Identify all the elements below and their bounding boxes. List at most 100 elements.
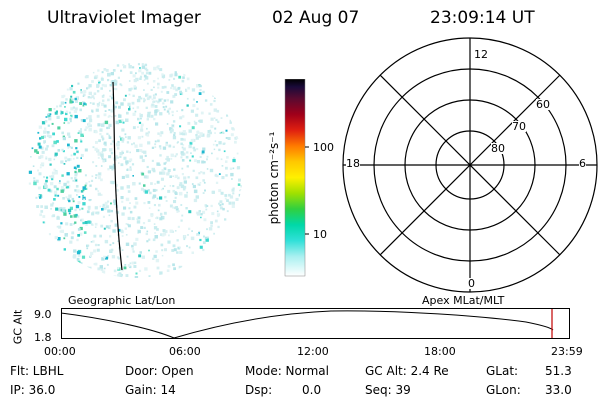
speckle [110, 109, 114, 113]
speckle [80, 89, 82, 91]
speckle [68, 212, 71, 215]
speckle [128, 108, 131, 111]
speckle [104, 143, 107, 147]
speckle [114, 223, 118, 227]
diagonal-b [379, 74, 561, 256]
speckle [155, 100, 158, 103]
speckle [76, 96, 79, 99]
speckle [48, 135, 52, 139]
speckle [202, 192, 205, 194]
speckle [229, 195, 234, 199]
speckle [47, 115, 50, 117]
speckle [88, 91, 92, 96]
speckle [213, 232, 215, 235]
speckle [174, 174, 178, 178]
speckle [111, 115, 113, 118]
speckle [108, 136, 112, 139]
speckle [107, 168, 110, 171]
speckle [175, 88, 178, 92]
auroral-image [28, 63, 243, 278]
speckle [108, 109, 111, 111]
speckle [97, 176, 101, 180]
speckle [121, 128, 125, 132]
speckle [39, 213, 42, 217]
speckle [203, 161, 206, 164]
speckle [216, 213, 221, 217]
speckle [159, 154, 162, 157]
speckle [193, 189, 198, 194]
speckle [82, 221, 85, 225]
speckle [52, 132, 55, 136]
speckle [177, 86, 181, 90]
observation-time: 23:09:14 UT [430, 8, 535, 28]
speckle [150, 88, 153, 91]
speckle [74, 221, 77, 224]
speckle [152, 238, 156, 242]
speckle [155, 258, 160, 263]
speckle [77, 260, 81, 264]
speckle [152, 169, 156, 173]
speckle [178, 75, 182, 79]
speckle [54, 194, 57, 197]
speckle [36, 151, 39, 154]
speckle [172, 120, 176, 123]
speckle [123, 65, 127, 69]
speckle [156, 266, 160, 270]
speckle [65, 222, 69, 226]
speckle [79, 102, 83, 105]
speckle [165, 105, 168, 108]
speckle [142, 222, 146, 225]
speckle [151, 159, 154, 162]
status-mode: Mode: Normal [245, 364, 329, 378]
speckle [150, 114, 154, 118]
speckle [170, 153, 174, 157]
speckle [231, 201, 235, 205]
speckle [128, 106, 131, 108]
speckle [182, 187, 186, 191]
speckle [108, 134, 111, 137]
speckle [165, 200, 168, 202]
speckle [181, 167, 184, 170]
speckle [126, 141, 130, 144]
speckle [219, 204, 222, 207]
speckle [103, 113, 107, 117]
speckle [87, 96, 91, 99]
speckle [152, 80, 156, 83]
speckle [93, 92, 97, 95]
speckle [89, 254, 92, 257]
speckle [73, 254, 77, 258]
speckle [169, 130, 173, 134]
speckle [163, 211, 167, 215]
speckle [114, 105, 117, 109]
speckle [109, 243, 112, 246]
speckle [172, 189, 176, 193]
speckle [101, 76, 103, 79]
speckle [110, 72, 114, 76]
speckle [215, 181, 219, 184]
speckle [126, 150, 129, 153]
speckle [107, 200, 110, 203]
speckle [141, 135, 144, 138]
speckle [169, 185, 172, 187]
speckle [33, 180, 36, 182]
speckle [28, 182, 31, 185]
speckle [74, 139, 78, 143]
speckle [174, 93, 178, 96]
speckle [159, 217, 163, 221]
speckle [82, 95, 85, 97]
speckle [101, 155, 104, 159]
speckle [187, 86, 190, 90]
speckle [231, 204, 235, 208]
speckle [41, 121, 46, 125]
speckle [120, 163, 124, 167]
speckle [97, 79, 100, 82]
speckle [67, 143, 70, 147]
speckle [52, 214, 56, 218]
speckle [184, 194, 188, 198]
speckle [106, 263, 109, 266]
speckle [109, 89, 111, 92]
speckle [77, 234, 80, 237]
speckle [150, 214, 153, 218]
speckle [94, 262, 98, 266]
speckle [196, 160, 201, 164]
